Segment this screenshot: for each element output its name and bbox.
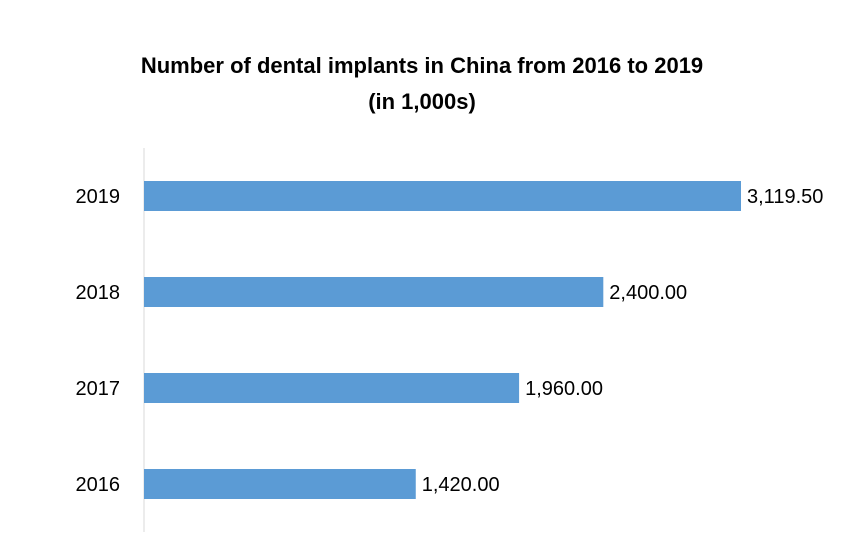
bar-2019 bbox=[144, 181, 741, 211]
data-label-2018: 2,400.00 bbox=[609, 282, 687, 304]
chart-subtitle: (in 1,000s) bbox=[368, 89, 476, 114]
data-label-2016: 1,420.00 bbox=[422, 474, 500, 496]
bars-group bbox=[144, 181, 741, 499]
data-label-2019: 3,119.50 bbox=[747, 186, 823, 208]
category-label-2019: 2019 bbox=[76, 186, 121, 208]
category-label-2016: 2016 bbox=[76, 474, 121, 496]
category-label-2017: 2017 bbox=[76, 378, 121, 400]
category-label-2018: 2018 bbox=[76, 282, 121, 304]
bar-2018 bbox=[144, 277, 604, 307]
bar-2016 bbox=[144, 469, 416, 499]
bar-2017 bbox=[144, 373, 520, 403]
data-labels-group: 3,119.50 2,400.00 1,960.00 1,420.00 bbox=[422, 186, 824, 496]
data-label-2017: 1,960.00 bbox=[525, 378, 603, 400]
category-labels-group: 2019 2018 2017 2016 bbox=[76, 186, 121, 496]
chart-title: Number of dental implants in China from … bbox=[0, 48, 844, 120]
chart-title-line1: Number of dental implants in China from … bbox=[140, 53, 704, 78]
